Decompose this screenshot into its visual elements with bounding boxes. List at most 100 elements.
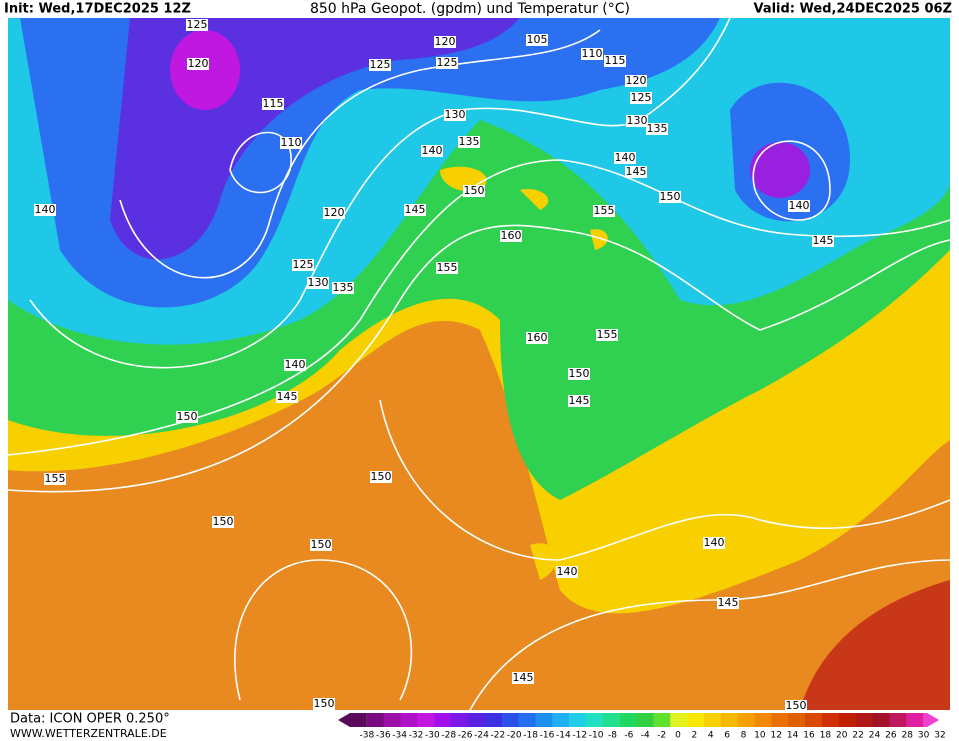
contour-label-box xyxy=(369,59,391,71)
legend-swatch xyxy=(468,713,486,727)
contour-label-box xyxy=(717,597,739,609)
contour-label-box xyxy=(404,204,426,216)
contour-label: 140 xyxy=(615,151,636,164)
legend-label: -16 xyxy=(540,731,555,741)
contour-label: 145 xyxy=(569,394,590,407)
contour-label: 125 xyxy=(370,58,391,71)
legend-swatch xyxy=(822,713,840,727)
contour-label: 145 xyxy=(813,234,834,247)
legend-label: 8 xyxy=(741,731,747,741)
contour xyxy=(752,140,831,221)
legend-label: 24 xyxy=(869,731,881,741)
legend-label: -20 xyxy=(507,731,522,741)
contour-label-box xyxy=(176,411,198,423)
contour-label: 150 xyxy=(464,184,485,197)
contour-label-box xyxy=(444,109,466,121)
legend-arrow xyxy=(338,713,367,727)
legend-swatch xyxy=(720,713,739,727)
legend-swatch xyxy=(383,713,402,727)
legend-swatch xyxy=(754,713,772,727)
contour-label-box xyxy=(581,48,603,60)
contour-label-box xyxy=(187,58,209,70)
contour-label-box xyxy=(292,259,314,271)
contour-label-box xyxy=(421,145,443,157)
contour-label-box xyxy=(593,205,615,217)
legend-swatch xyxy=(451,713,469,727)
contour-label-box xyxy=(500,230,522,242)
legend-label: 6 xyxy=(724,731,730,741)
contour-label-box xyxy=(625,166,647,178)
legend-swatch xyxy=(670,713,688,727)
contour-label: 140 xyxy=(35,203,56,216)
contour-label-box xyxy=(703,537,725,549)
title: 850 hPa Geopot. (gpdm) und Temperatur (°… xyxy=(310,1,630,17)
contour-label-box xyxy=(568,368,590,380)
contour-label: 150 xyxy=(660,190,681,203)
legend-label: 22 xyxy=(852,731,863,741)
contour-label-box xyxy=(332,282,354,294)
contour-label: 160 xyxy=(527,331,548,344)
legend-label: -6 xyxy=(624,731,633,741)
legend-swatch xyxy=(737,713,756,727)
contour-label: 125 xyxy=(631,91,652,104)
contour-label-box xyxy=(625,75,647,87)
contour-label: 150 xyxy=(314,697,335,710)
map xyxy=(7,17,951,711)
contour-label-box xyxy=(186,19,208,31)
contour-label-box xyxy=(812,235,834,247)
legend-label: 28 xyxy=(902,731,914,741)
contour-label-box xyxy=(212,516,234,528)
contour-label-box xyxy=(646,123,668,135)
legend-swatch xyxy=(602,713,621,727)
legend-swatch xyxy=(838,713,857,727)
legend-swatch xyxy=(771,713,789,727)
legend-swatch xyxy=(687,713,705,727)
legend-label: 0 xyxy=(675,731,681,741)
legend-label: 16 xyxy=(803,731,815,741)
contour-label: 125 xyxy=(187,18,208,31)
legend-label: -28 xyxy=(441,731,456,741)
contour-label: 140 xyxy=(789,199,810,212)
contour-label-box xyxy=(310,539,332,551)
contour-label: 160 xyxy=(501,229,522,242)
contour-label-box xyxy=(556,566,578,578)
color-legend: -38 -36 -34 -32 -30 -28 -26 -24 -22 -20 -18 -16 -14-… xyxy=(338,713,946,741)
contour-label-box xyxy=(614,152,636,164)
contour-label: 120 xyxy=(435,35,456,48)
contour xyxy=(7,224,951,493)
contour-label: 120 xyxy=(188,57,209,70)
contour-label: 130 xyxy=(627,114,648,127)
contour-label: 125 xyxy=(437,56,458,69)
contour-label-box xyxy=(436,57,458,69)
legend-swatch xyxy=(552,713,570,727)
contour-label-box xyxy=(463,185,485,197)
legend-swatch xyxy=(417,713,435,727)
contour-label: 145 xyxy=(626,165,647,178)
legend-swatch xyxy=(889,713,907,727)
contour-label-box xyxy=(323,207,345,219)
legend-swatch xyxy=(366,713,385,727)
purple-low xyxy=(750,142,810,198)
legend-label: 4 xyxy=(708,731,714,741)
legend-swatch xyxy=(586,713,604,727)
red-field xyxy=(800,580,950,710)
contour-label: 150 xyxy=(213,515,234,528)
contour-label: 110 xyxy=(281,136,302,149)
contour-label-box xyxy=(313,698,335,710)
legend-label: 18 xyxy=(820,731,832,741)
legend-label: 20 xyxy=(836,731,848,741)
contour-label: 115 xyxy=(263,97,284,110)
contour-label: 120 xyxy=(626,74,647,87)
contour-label-box xyxy=(604,55,626,67)
contour-label-box xyxy=(596,329,618,341)
legend-label: -24 xyxy=(474,731,489,741)
legend-label: -10 xyxy=(589,731,604,741)
contour-label: 130 xyxy=(445,108,466,121)
contour-label: 135 xyxy=(333,281,354,294)
legend-label: 2 xyxy=(692,731,698,741)
legend-swatch xyxy=(855,713,874,727)
contour-label: 130 xyxy=(308,276,329,289)
contour-label: 155 xyxy=(437,261,458,274)
contour-label-box xyxy=(785,700,807,712)
